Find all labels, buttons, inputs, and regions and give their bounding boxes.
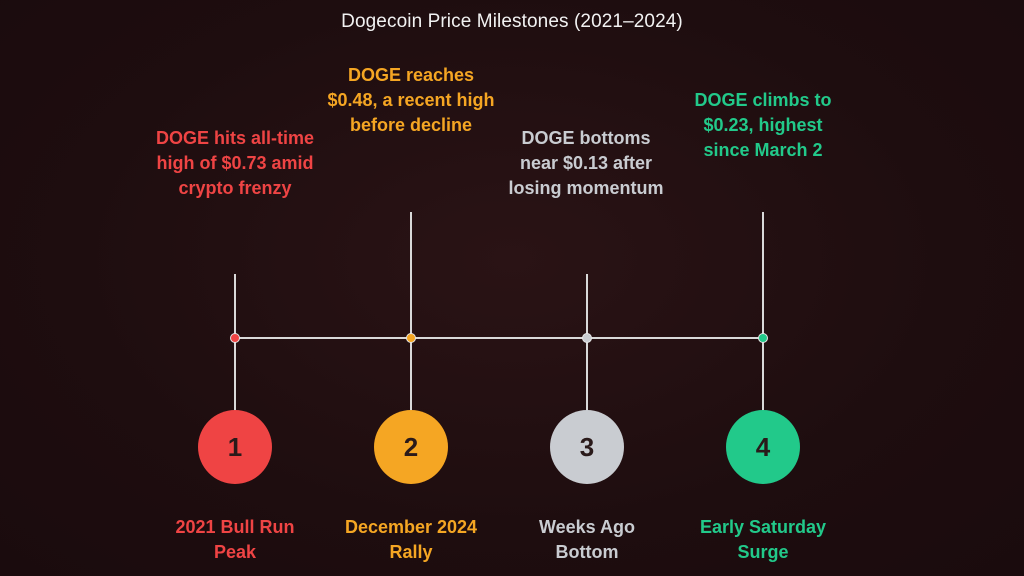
milestone-circle-1: 1: [198, 410, 272, 484]
milestone-circle-4: 4: [726, 410, 800, 484]
connector-upper-2: [410, 212, 412, 337]
connector-upper-1: [234, 274, 236, 337]
milestone-event-2: DOGE reaches $0.48, a recent high before…: [327, 65, 495, 135]
milestone-circle-2: 2: [374, 410, 448, 484]
milestone-circle-3: 3: [550, 410, 624, 484]
connector-upper-3: [586, 274, 588, 337]
timeline-dot-4: [758, 333, 768, 343]
connector-lower-4: [762, 339, 764, 411]
connector-lower-1: [234, 339, 236, 411]
milestone-label-2: December 2024 Rally: [344, 517, 478, 562]
page-title: Dogecoin Price Milestones (2021–2024): [341, 11, 683, 32]
milestone-label-3: Weeks Ago Bottom: [538, 517, 636, 562]
milestone-event-4: DOGE climbs to $0.23, highest since Marc…: [694, 90, 832, 160]
timeline-dot-3: [582, 333, 592, 343]
connector-lower-2: [410, 339, 412, 411]
milestone-label-1: 2021 Bull Run Peak: [175, 517, 295, 562]
timeline-axis: [235, 337, 763, 339]
connector-lower-3: [586, 339, 588, 411]
milestone-event-1: DOGE hits all-time high of $0.73 amid cr…: [155, 128, 315, 198]
milestone-event-3: DOGE bottoms near $0.13 after losing mom…: [508, 128, 664, 198]
connector-upper-4: [762, 212, 764, 337]
milestone-label-4: Early Saturday Surge: [699, 517, 827, 562]
timeline-dot-2: [406, 333, 416, 343]
timeline-dot-1: [230, 333, 240, 343]
